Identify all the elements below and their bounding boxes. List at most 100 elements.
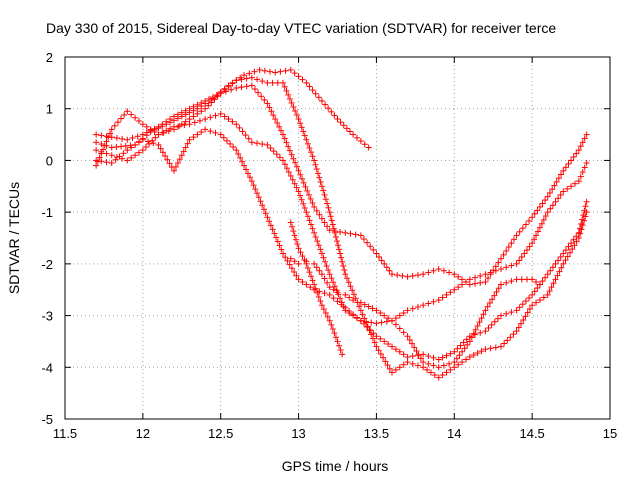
data-point (482, 278, 489, 285)
data-point (326, 317, 333, 324)
data-point (435, 297, 442, 304)
data-point (352, 231, 359, 238)
data-point (166, 160, 173, 167)
data-point (501, 340, 508, 347)
data-point (243, 75, 250, 82)
data-point (529, 240, 536, 247)
data-point (404, 273, 411, 280)
data-point (508, 240, 515, 247)
data-point (476, 319, 483, 326)
data-point (381, 312, 388, 319)
data-point (327, 213, 334, 220)
data-point (383, 264, 390, 271)
data-point (466, 353, 473, 360)
data-point (575, 147, 582, 154)
data-point (508, 278, 515, 285)
data-point (335, 242, 342, 249)
data-point (439, 354, 446, 361)
data-point (521, 250, 528, 257)
data-point (534, 228, 541, 235)
data-point (174, 123, 181, 130)
data-point (257, 198, 264, 205)
data-point (100, 146, 107, 153)
data-point (420, 359, 427, 366)
data-point (164, 156, 171, 163)
data-point (409, 272, 416, 279)
data-point (451, 286, 458, 293)
data-point (494, 315, 501, 322)
data-point (342, 304, 349, 311)
data-point (338, 301, 345, 308)
data-point (287, 219, 294, 226)
data-point (386, 365, 393, 372)
y-tick-label: -1 (41, 205, 53, 220)
data-point (283, 165, 290, 172)
data-point (566, 249, 573, 256)
data-point (420, 271, 427, 278)
data-point (392, 321, 399, 328)
data-point (312, 285, 319, 292)
data-point (312, 233, 319, 240)
data-point (273, 151, 280, 158)
data-point (503, 279, 510, 286)
data-point (330, 286, 337, 293)
data-point (309, 153, 316, 160)
data-point (346, 294, 353, 301)
data-point (225, 83, 232, 90)
data-point (472, 280, 479, 287)
data-point (155, 131, 162, 138)
data-point (271, 230, 278, 237)
data-point (135, 139, 142, 146)
data-point (286, 261, 293, 268)
data-point (94, 158, 101, 165)
data-point (526, 294, 533, 301)
x-tick-label: 12.5 (208, 426, 233, 441)
data-point (266, 218, 273, 225)
data-point (377, 309, 384, 316)
data-point (157, 145, 164, 152)
data-point (212, 129, 219, 136)
data-point (555, 175, 562, 182)
data-point (300, 200, 307, 207)
data-point (178, 109, 185, 116)
data-point (285, 91, 292, 98)
data-point (571, 180, 578, 187)
data-point (255, 194, 262, 201)
data-point (315, 170, 322, 177)
data-point (504, 337, 511, 344)
data-point (331, 283, 338, 290)
data-point (342, 271, 349, 278)
data-point (298, 124, 305, 131)
data-point (235, 150, 242, 157)
data-point (477, 329, 484, 336)
data-point (487, 269, 494, 276)
data-point (417, 355, 424, 362)
data-point (178, 152, 185, 159)
data-point (381, 260, 388, 267)
data-point (134, 133, 141, 140)
data-point (529, 291, 536, 298)
data-point (328, 217, 335, 224)
data-point (132, 152, 139, 159)
data-point (520, 317, 527, 324)
data-point (301, 132, 308, 139)
data-point (270, 112, 277, 119)
data-point (526, 217, 533, 224)
data-point (270, 148, 277, 155)
data-point (564, 253, 571, 260)
gridlines (65, 57, 610, 419)
data-point (560, 260, 567, 267)
data-point (334, 289, 341, 296)
data-point (233, 85, 240, 92)
data-point (466, 281, 473, 288)
data-point (207, 114, 214, 121)
data-point (135, 149, 142, 156)
data-point (198, 108, 205, 115)
data-point (202, 116, 209, 123)
series-track-4 (93, 126, 590, 363)
data-point (451, 364, 458, 371)
data-point (324, 200, 331, 207)
data-point (326, 209, 333, 216)
data-point (581, 217, 588, 224)
data-point (317, 246, 324, 253)
